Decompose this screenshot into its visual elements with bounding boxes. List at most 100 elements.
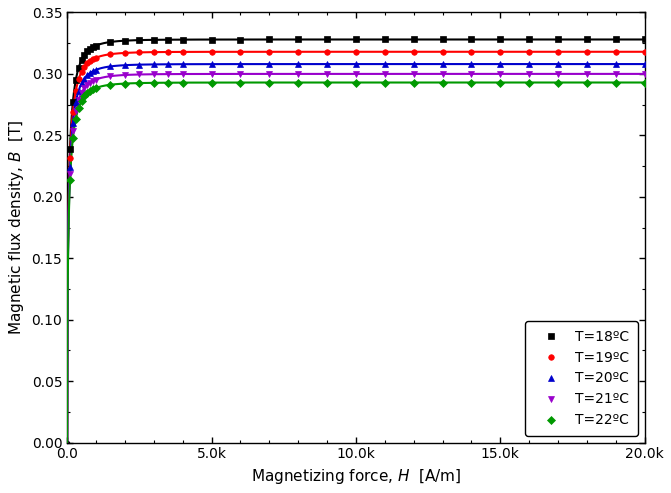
T=20ºC (236, 61, 244, 67)
T=22ºC (497, 79, 505, 85)
T=18ºC (612, 36, 620, 42)
T=21ºC (66, 171, 74, 177)
Line: T=19ºC: T=19ºC (67, 49, 648, 161)
T=18ºC (294, 36, 302, 42)
T=20ºC (178, 61, 187, 67)
Line: T=18ºC: T=18ºC (67, 36, 648, 151)
T=22ºC (236, 79, 244, 85)
T=18ºC (380, 36, 389, 42)
T=20ºC (78, 80, 86, 86)
T=21ºC (380, 71, 389, 77)
T=18ºC (583, 36, 591, 42)
T=22ºC (164, 80, 172, 86)
T=20ºC (121, 62, 129, 68)
T=19ºC (380, 49, 389, 55)
T=20ºC (409, 61, 417, 67)
T=21ºC (497, 71, 505, 77)
T=18ºC (150, 37, 158, 43)
T=22ºC (92, 85, 100, 91)
T=22ºC (72, 116, 80, 122)
T=18ºC (323, 36, 331, 42)
T=18ºC (641, 36, 649, 42)
T=22ºC (81, 93, 89, 99)
T=20ºC (497, 61, 505, 67)
T=21ºC (236, 71, 244, 77)
T=21ºC (178, 71, 187, 77)
T=21ºC (554, 71, 562, 77)
T=22ºC (352, 79, 360, 85)
T=19ºC (323, 49, 331, 55)
T=22ºC (583, 79, 591, 85)
T=18ºC (554, 36, 562, 42)
T=20ºC (352, 61, 360, 67)
T=19ºC (207, 49, 215, 55)
Line: T=20ºC: T=20ºC (67, 61, 648, 170)
T=20ºC (86, 70, 94, 76)
Legend: T=18ºC, T=19ºC, T=20ºC, T=21ºC, T=22ºC: T=18ºC, T=19ºC, T=20ºC, T=21ºC, T=22ºC (525, 321, 637, 436)
T=22ºC (554, 79, 562, 85)
T=19ºC (83, 61, 91, 67)
T=20ºC (89, 68, 97, 74)
T=21ºC (439, 71, 447, 77)
T=22ºC (89, 86, 97, 92)
T=21ºC (83, 82, 91, 88)
T=21ºC (164, 71, 172, 77)
T=18ºC (66, 146, 74, 152)
T=19ºC (265, 49, 273, 55)
T=21ºC (86, 79, 94, 85)
T=21ºC (89, 78, 97, 84)
T=22ºC (207, 79, 215, 85)
T=19ºC (409, 49, 417, 55)
T=20ºC (265, 61, 273, 67)
T=19ºC (583, 49, 591, 55)
T=22ºC (409, 79, 417, 85)
T=21ºC (612, 71, 620, 77)
T=19ºC (81, 64, 89, 70)
T=19ºC (74, 76, 83, 82)
T=21ºC (265, 71, 273, 77)
T=19ºC (72, 88, 80, 94)
T=20ºC (554, 61, 562, 67)
T=20ºC (72, 99, 80, 105)
T=21ºC (150, 71, 158, 77)
T=19ºC (554, 49, 562, 55)
T=22ºC (468, 79, 476, 85)
T=20ºC (66, 164, 74, 170)
T=20ºC (83, 72, 91, 78)
T=19ºC (236, 49, 244, 55)
T=21ºC (583, 71, 591, 77)
T=18ºC (525, 36, 533, 42)
Line: T=21ºC: T=21ºC (67, 71, 648, 176)
T=20ºC (468, 61, 476, 67)
T=20ºC (525, 61, 533, 67)
T=22ºC (83, 90, 91, 96)
T=22ºC (69, 135, 77, 141)
T=19ºC (136, 49, 144, 55)
T=19ºC (439, 49, 447, 55)
T=18ºC (409, 36, 417, 42)
T=20ºC (74, 88, 83, 94)
T=18ºC (236, 36, 244, 42)
T=20ºC (612, 61, 620, 67)
T=22ºC (66, 177, 74, 183)
T=18ºC (86, 46, 94, 52)
T=19ºC (150, 49, 158, 55)
T=21ºC (69, 128, 77, 134)
T=22ºC (323, 79, 331, 85)
T=20ºC (583, 61, 591, 67)
T=21ºC (352, 71, 360, 77)
T=19ºC (78, 69, 86, 75)
T=22ºC (265, 79, 273, 85)
T=20ºC (207, 61, 215, 67)
T=19ºC (66, 155, 74, 161)
T=22ºC (136, 80, 144, 86)
T=18ºC (72, 77, 80, 83)
Y-axis label: Magnetic flux density, $B$  [T]: Magnetic flux density, $B$ [T] (7, 120, 26, 335)
T=18ºC (69, 99, 77, 105)
T=22ºC (78, 98, 86, 104)
T=19ºC (525, 49, 533, 55)
T=18ºC (121, 37, 129, 43)
T=22ºC (150, 80, 158, 86)
T=21ºC (409, 71, 417, 77)
T=18ºC (352, 36, 360, 42)
